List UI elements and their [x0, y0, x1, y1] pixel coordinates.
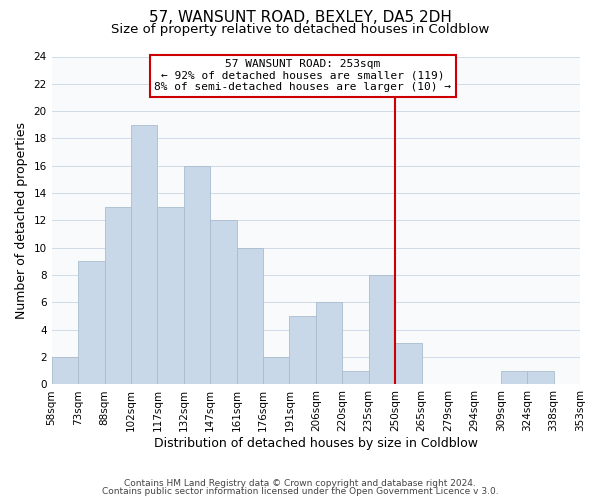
Bar: [501, 371, 527, 384]
Bar: [210, 220, 236, 384]
Text: 57, WANSUNT ROAD, BEXLEY, DA5 2DH: 57, WANSUNT ROAD, BEXLEY, DA5 2DH: [149, 10, 451, 25]
Bar: [131, 125, 157, 384]
Bar: [368, 275, 395, 384]
Bar: [78, 262, 104, 384]
Bar: [395, 344, 421, 384]
Bar: [52, 357, 78, 384]
Bar: [263, 357, 289, 384]
Bar: [289, 316, 316, 384]
Text: Contains HM Land Registry data © Crown copyright and database right 2024.: Contains HM Land Registry data © Crown c…: [124, 478, 476, 488]
Bar: [342, 371, 368, 384]
Bar: [184, 166, 210, 384]
Text: 57 WANSUNT ROAD: 253sqm
← 92% of detached houses are smaller (119)
8% of semi-de: 57 WANSUNT ROAD: 253sqm ← 92% of detache…: [154, 59, 451, 92]
Bar: [236, 248, 263, 384]
Bar: [104, 207, 131, 384]
Text: Contains public sector information licensed under the Open Government Licence v : Contains public sector information licen…: [101, 487, 499, 496]
Bar: [527, 371, 554, 384]
Bar: [316, 302, 342, 384]
Text: Size of property relative to detached houses in Coldblow: Size of property relative to detached ho…: [111, 22, 489, 36]
Y-axis label: Number of detached properties: Number of detached properties: [15, 122, 28, 319]
X-axis label: Distribution of detached houses by size in Coldblow: Distribution of detached houses by size …: [154, 437, 478, 450]
Bar: [157, 207, 184, 384]
